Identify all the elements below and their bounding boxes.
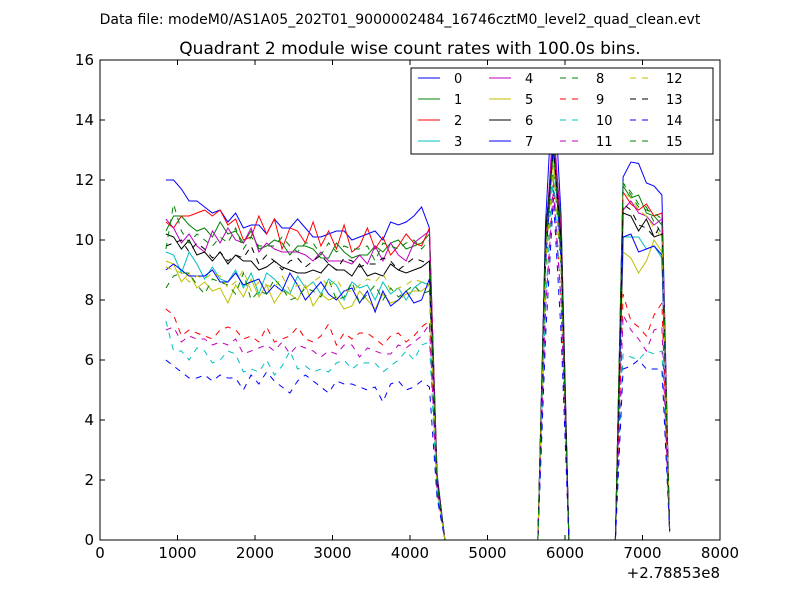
x-tick-label: 8000: [701, 544, 739, 562]
y-tick-label: 12: [75, 171, 94, 189]
legend-label-9: 9: [596, 93, 604, 108]
y-tick-label: 4: [84, 411, 94, 429]
y-tick-label: 14: [75, 111, 94, 129]
legend-box: [410, 67, 714, 155]
x-tick-label: 0: [95, 544, 105, 562]
data-file-suptitle: Data file: modeM0/AS1A05_202T01_90000024…: [100, 12, 701, 28]
legend-label-4: 4: [525, 72, 533, 87]
y-tick-label: 16: [75, 51, 94, 69]
y-tick-label: 8: [84, 291, 94, 309]
x-tick-label: 4000: [391, 544, 429, 562]
x-tick-label: 5000: [468, 544, 506, 562]
y-tick-label: 10: [75, 231, 94, 249]
legend-label-7: 7: [525, 135, 533, 150]
series-line-11: [165, 188, 671, 541]
legend-label-11: 11: [596, 135, 613, 150]
legend-label-6: 6: [525, 114, 533, 129]
x-offset-label: +2.78853e8: [627, 564, 720, 582]
y-tick-label: 0: [84, 531, 94, 549]
y-tick-label: 6: [84, 351, 94, 369]
tick-layer: 0 1000 2000 3000 4000 5000 6000 7000 80000246810…: [75, 51, 739, 562]
y-tick-label: 2: [84, 471, 94, 489]
legend-label-12: 12: [666, 72, 683, 87]
x-tick-label: 1000: [158, 544, 196, 562]
series-line-15: [165, 146, 671, 541]
legend-label-1: 1: [454, 93, 462, 108]
x-tick-label: 2000: [236, 544, 274, 562]
x-tick-label: 6000: [546, 544, 584, 562]
legend-label-10: 10: [596, 114, 613, 129]
x-tick-label: 3000: [313, 544, 351, 562]
x-tick-label: 7000: [623, 544, 661, 562]
legend-label-0: 0: [454, 72, 462, 87]
legend-label-8: 8: [596, 72, 604, 87]
legend-label-3: 3: [454, 135, 462, 150]
legend-label-14: 14: [666, 114, 683, 129]
chart-title: Quadrant 2 module wise count rates with …: [179, 39, 640, 59]
legend-label-13: 13: [666, 93, 683, 108]
legend-label-5: 5: [525, 93, 533, 108]
legend-label-15: 15: [666, 135, 683, 150]
legend-label-2: 2: [454, 114, 462, 129]
